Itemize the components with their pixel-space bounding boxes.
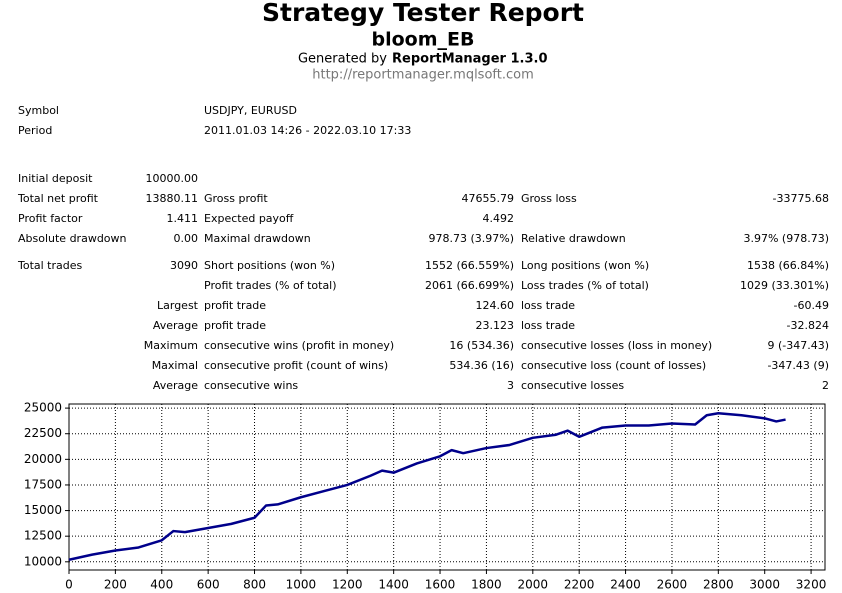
stat-label: Maximal drawdown bbox=[204, 232, 311, 245]
x-tick-label: 200 bbox=[104, 578, 127, 592]
stat-label: consecutive wins bbox=[204, 379, 298, 392]
info-value: 2011.01.03 14:26 - 2022.03.10 17:33 bbox=[204, 124, 411, 137]
stat-value: -33775.68 bbox=[773, 192, 829, 205]
stat-label: loss trade bbox=[521, 319, 575, 332]
stat-value: Largest bbox=[157, 299, 199, 312]
stat-label: Profit trades (% of total) bbox=[204, 279, 337, 292]
generator: ReportManager 1.3.0 bbox=[392, 52, 548, 67]
plot-area bbox=[68, 403, 826, 571]
stat-label: consecutive wins (profit in money) bbox=[204, 339, 394, 352]
balance-line bbox=[68, 411, 786, 561]
stat-value: -60.49 bbox=[794, 299, 829, 312]
stat-value: -347.43 (9) bbox=[767, 359, 829, 372]
x-tick-label: 2600 bbox=[657, 578, 688, 592]
stat-value: 1029 (33.301%) bbox=[740, 279, 829, 292]
url: http://reportmanager.mqlsoft.com bbox=[312, 68, 534, 83]
stat-label: Gross profit bbox=[204, 192, 268, 205]
stat-label: Absolute drawdown bbox=[18, 232, 127, 245]
x-tick-label: 0 bbox=[65, 578, 73, 592]
stat-value: 23.123 bbox=[476, 319, 515, 332]
x-tick-label: 800 bbox=[243, 578, 266, 592]
stat-value: Average bbox=[153, 379, 198, 392]
stat-value: 1538 (66.84%) bbox=[747, 259, 829, 272]
stat-label: Gross loss bbox=[521, 192, 577, 205]
info-value: USDJPY, EURUSD bbox=[204, 104, 297, 117]
stat-value: 2 bbox=[822, 379, 829, 392]
x-tick-label: 400 bbox=[150, 578, 173, 592]
stat-value: Maximum bbox=[144, 339, 198, 352]
y-tick-label: 17500 bbox=[24, 477, 62, 491]
stat-value: 10000.00 bbox=[146, 172, 199, 185]
y-tick-label: 10000 bbox=[24, 554, 62, 568]
stat-label: Expected payoff bbox=[204, 212, 294, 225]
stat-value: 16 (534.36) bbox=[449, 339, 514, 352]
stat-label: Total trades bbox=[17, 259, 83, 272]
generated-prefix: Generated by bbox=[298, 52, 387, 67]
x-tick-label: 2400 bbox=[610, 578, 641, 592]
stat-value: 1552 (66.559%) bbox=[425, 259, 514, 272]
stat-value: 2061 (66.699%) bbox=[425, 279, 514, 292]
stat-label: loss trade bbox=[521, 299, 575, 312]
stat-value: 978.73 (3.97%) bbox=[428, 232, 514, 245]
stat-label: profit trade bbox=[204, 299, 266, 312]
stat-value: 534.36 (16) bbox=[449, 359, 514, 372]
stat-label: Short positions (won %) bbox=[204, 259, 335, 272]
y-tick-label: 22500 bbox=[24, 426, 62, 440]
y-tick-label: 25000 bbox=[24, 401, 62, 415]
y-tick-label: 20000 bbox=[24, 452, 62, 466]
x-tick-label: 1200 bbox=[332, 578, 363, 592]
stat-label: Relative drawdown bbox=[521, 232, 626, 245]
stat-value: -32.824 bbox=[787, 319, 829, 332]
stat-value: 0.00 bbox=[174, 232, 199, 245]
x-tick-label: 1800 bbox=[471, 578, 502, 592]
stat-value: 3090 bbox=[170, 259, 198, 272]
stat-label: consecutive profit (count of wins) bbox=[204, 359, 388, 372]
subtitle: bloom_EB bbox=[372, 29, 475, 51]
stat-value: 3 bbox=[507, 379, 514, 392]
x-tick-label: 1600 bbox=[425, 578, 456, 592]
stat-value: 47655.79 bbox=[462, 192, 515, 205]
stat-value: Average bbox=[153, 319, 198, 332]
x-tick-label: 2800 bbox=[703, 578, 734, 592]
x-tick-label: 3000 bbox=[749, 578, 780, 592]
stat-label: consecutive losses bbox=[521, 379, 624, 392]
stat-value: 124.60 bbox=[476, 299, 515, 312]
stat-label: Loss trades (% of total) bbox=[521, 279, 649, 292]
stat-label: Long positions (won %) bbox=[521, 259, 649, 272]
info-label: Period bbox=[18, 124, 52, 137]
x-tick-label: 3200 bbox=[796, 578, 827, 592]
x-tick-label: 1000 bbox=[286, 578, 317, 592]
stat-value: 3.97% (978.73) bbox=[743, 232, 829, 245]
y-tick-label: 12500 bbox=[24, 529, 62, 543]
y-tick-label: 15000 bbox=[24, 503, 62, 517]
stat-label: Initial deposit bbox=[18, 172, 93, 185]
x-tick-label: 600 bbox=[197, 578, 220, 592]
stat-label: consecutive loss (count of losses) bbox=[521, 359, 706, 372]
info-label: Symbol bbox=[18, 104, 59, 117]
stat-label: consecutive losses (loss in money) bbox=[521, 339, 712, 352]
x-tick-label: 1400 bbox=[378, 578, 409, 592]
x-tick-label: 2000 bbox=[518, 578, 549, 592]
stat-label: Total net profit bbox=[17, 192, 99, 205]
title: Strategy Tester Report bbox=[262, 0, 584, 27]
stat-value: 1.411 bbox=[167, 212, 199, 225]
stat-value: Maximal bbox=[152, 359, 198, 372]
stat-value: 9 (-347.43) bbox=[767, 339, 829, 352]
stat-value: 4.492 bbox=[483, 212, 515, 225]
x-tick-label: 2200 bbox=[564, 578, 595, 592]
stat-value: 13880.11 bbox=[146, 192, 199, 205]
stat-label: profit trade bbox=[204, 319, 266, 332]
stat-label: Profit factor bbox=[18, 212, 83, 225]
